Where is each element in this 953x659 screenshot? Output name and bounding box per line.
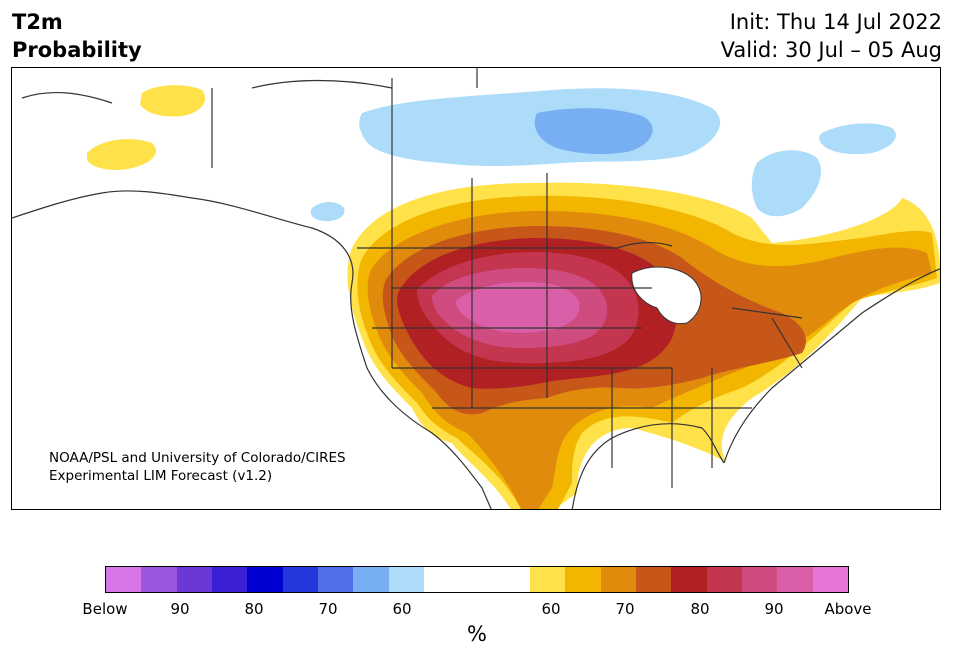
band-65-below-east-canada bbox=[534, 108, 653, 155]
map-title: T2m Probability bbox=[12, 8, 142, 64]
colorbar-tick-label: 70 bbox=[318, 600, 338, 618]
band-60-above-yukon bbox=[140, 85, 206, 117]
colorbar-above-segment bbox=[706, 567, 742, 592]
colorbar-above-segment bbox=[635, 567, 672, 592]
colorbar-above-segment bbox=[600, 567, 636, 592]
colorbar-tick-label: 80 bbox=[690, 600, 710, 618]
forecast-dates: Init: Thu 14 Jul 2022 Valid: 30 Jul – 05… bbox=[721, 8, 942, 64]
colorbar-below-segment bbox=[353, 567, 389, 592]
boundaries bbox=[12, 68, 940, 509]
band-95-above bbox=[455, 282, 580, 333]
colorbar-tick-label: 60 bbox=[392, 600, 412, 618]
colorbar-below-segment bbox=[317, 567, 354, 592]
band-60-below-quebec bbox=[751, 150, 822, 217]
colorbar-tick-label: 90 bbox=[764, 600, 784, 618]
colorbar-above-segment bbox=[671, 567, 707, 592]
colorbar-above-segment bbox=[812, 567, 848, 592]
colorbar-above-segment bbox=[777, 567, 813, 592]
forecast-map bbox=[11, 67, 941, 510]
colorbar-neutral-segment bbox=[423, 567, 530, 592]
colorbar-below-segment bbox=[388, 567, 424, 592]
credit-text: NOAA/PSL and University of Colorado/CIRE… bbox=[49, 449, 346, 485]
great-lakes bbox=[631, 266, 702, 325]
colorbar bbox=[105, 566, 849, 593]
colorbar-above-segment bbox=[741, 567, 778, 592]
band-60-above-alaska bbox=[87, 139, 156, 171]
title-line2: Probability bbox=[12, 38, 142, 62]
colorbar-below-segment bbox=[106, 567, 142, 592]
colorbar-below-segment bbox=[176, 567, 212, 592]
colorbar-below-segment bbox=[282, 567, 318, 592]
credit-line2: Experimental LIM Forecast (v1.2) bbox=[49, 468, 273, 484]
colorbar-unit: % bbox=[467, 622, 487, 646]
colorbar-below-segment bbox=[247, 567, 283, 592]
colorbar-tick-label: Below bbox=[82, 600, 128, 618]
map-canvas bbox=[12, 68, 940, 509]
colorbar-below-segment bbox=[211, 567, 248, 592]
colorbar-below-segment bbox=[141, 567, 177, 592]
band-60-below-labrador bbox=[819, 123, 896, 155]
valid-date: Valid: 30 Jul – 05 Aug bbox=[720, 38, 942, 62]
colorbar-tick-label: 80 bbox=[244, 600, 264, 618]
colorbar-tick-label: Above bbox=[824, 600, 872, 618]
credit-line1: NOAA/PSL and University of Colorado/CIRE… bbox=[49, 450, 346, 466]
colorbar-tick-label: 60 bbox=[541, 600, 561, 618]
colorbar-above-segment bbox=[529, 567, 566, 592]
colorbar-tick-label: 70 bbox=[615, 600, 635, 618]
title-line1: T2m bbox=[12, 10, 63, 34]
band-60-below-bc bbox=[310, 202, 345, 222]
init-date: Init: Thu 14 Jul 2022 bbox=[729, 10, 942, 34]
colorbar-above-segment bbox=[565, 567, 601, 592]
colorbar-tick-label: 90 bbox=[170, 600, 190, 618]
